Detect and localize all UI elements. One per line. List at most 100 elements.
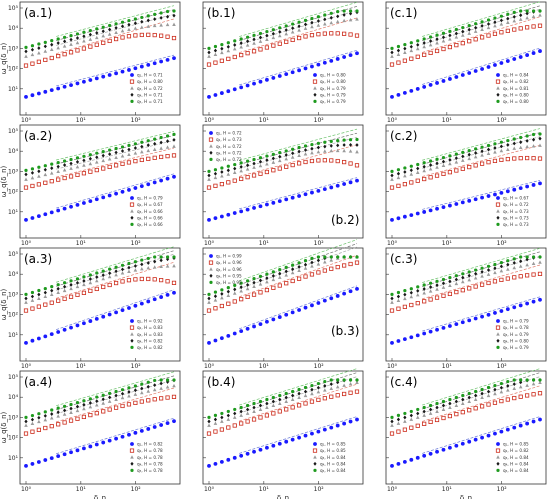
data-point <box>435 327 439 332</box>
data-point <box>63 404 67 408</box>
data-point <box>226 41 230 45</box>
data-point <box>297 149 301 154</box>
data-point <box>506 267 510 271</box>
data-point <box>219 303 224 309</box>
data-point <box>505 28 510 33</box>
data-point <box>101 150 105 154</box>
data-point <box>37 292 41 297</box>
data-point <box>303 18 308 22</box>
data-point <box>506 143 510 147</box>
data-point <box>265 154 269 158</box>
data-point <box>474 147 478 151</box>
data-point <box>435 81 439 85</box>
legend-marker <box>496 222 500 226</box>
legend-entry: q₃, H = 0.79 <box>503 332 529 337</box>
data-point <box>265 445 269 450</box>
data-point <box>62 296 67 301</box>
data-point <box>120 29 125 33</box>
data-point <box>258 35 263 40</box>
data-point <box>101 397 105 402</box>
data-point <box>75 36 80 40</box>
data-point <box>441 281 446 286</box>
data-point <box>219 181 224 187</box>
data-point <box>146 389 151 393</box>
data-point <box>226 413 230 418</box>
data-point <box>448 324 452 328</box>
data-point <box>165 145 170 149</box>
data-point <box>88 412 93 418</box>
data-point <box>303 305 308 310</box>
data-point <box>284 24 288 28</box>
data-point <box>120 145 125 149</box>
data-point <box>213 93 218 97</box>
data-point <box>36 304 41 309</box>
data-point <box>480 23 484 28</box>
data-point <box>30 417 35 422</box>
data-point <box>62 168 67 172</box>
x-tick-label: 10¹ <box>259 240 270 247</box>
data-point <box>219 214 224 219</box>
x-tick-label: 10² <box>497 363 508 370</box>
data-point <box>519 259 523 264</box>
data-point <box>264 413 270 418</box>
data-point <box>428 297 433 302</box>
legend-entry: q₃, H = 0.84 <box>320 455 346 460</box>
data-point <box>239 52 244 58</box>
data-point <box>88 273 92 277</box>
data-point <box>441 46 446 52</box>
data-point <box>159 278 164 283</box>
data-point <box>290 162 295 168</box>
data-point <box>258 322 263 327</box>
data-point <box>448 279 452 284</box>
legend-entry: q₄, H = 0.84 <box>503 461 529 466</box>
series <box>390 47 542 99</box>
data-point <box>146 276 151 282</box>
data-point <box>531 9 536 13</box>
data-point <box>239 85 244 90</box>
data-point <box>207 419 211 424</box>
data-point <box>403 415 407 420</box>
data-point <box>95 275 99 279</box>
data-point <box>525 155 530 161</box>
data-point <box>454 395 458 400</box>
data-point <box>525 15 529 20</box>
data-point <box>159 255 163 259</box>
data-point <box>428 167 433 171</box>
data-point <box>165 421 170 426</box>
legend-marker <box>313 86 317 90</box>
series <box>24 135 176 177</box>
data-point <box>56 86 61 91</box>
data-point <box>316 270 321 275</box>
panel-label: (a.4) <box>24 375 52 389</box>
data-point <box>415 292 420 297</box>
data-point <box>271 43 276 48</box>
fit-line <box>56 54 175 87</box>
data-point <box>329 382 333 386</box>
data-point <box>316 23 321 27</box>
data-point <box>512 27 517 32</box>
series <box>206 17 360 67</box>
data-point <box>133 400 138 405</box>
data-point <box>493 431 497 436</box>
data-point <box>152 61 157 66</box>
data-point <box>537 391 543 396</box>
data-point <box>159 423 164 427</box>
data-point <box>219 58 224 63</box>
data-point <box>454 27 458 32</box>
data-point <box>467 149 471 153</box>
data-point <box>454 152 458 156</box>
fit-line <box>422 385 541 422</box>
data-point <box>62 52 67 57</box>
data-point <box>441 407 446 411</box>
data-point <box>226 212 231 217</box>
legend-entry: q₁, H = 0.80 <box>320 73 346 78</box>
data-point <box>82 282 86 287</box>
data-point <box>284 269 288 274</box>
data-point <box>126 278 132 283</box>
data-point <box>297 20 301 24</box>
data-point <box>68 50 74 55</box>
data-point <box>336 139 340 143</box>
data-point <box>335 264 340 270</box>
data-point <box>120 308 125 313</box>
